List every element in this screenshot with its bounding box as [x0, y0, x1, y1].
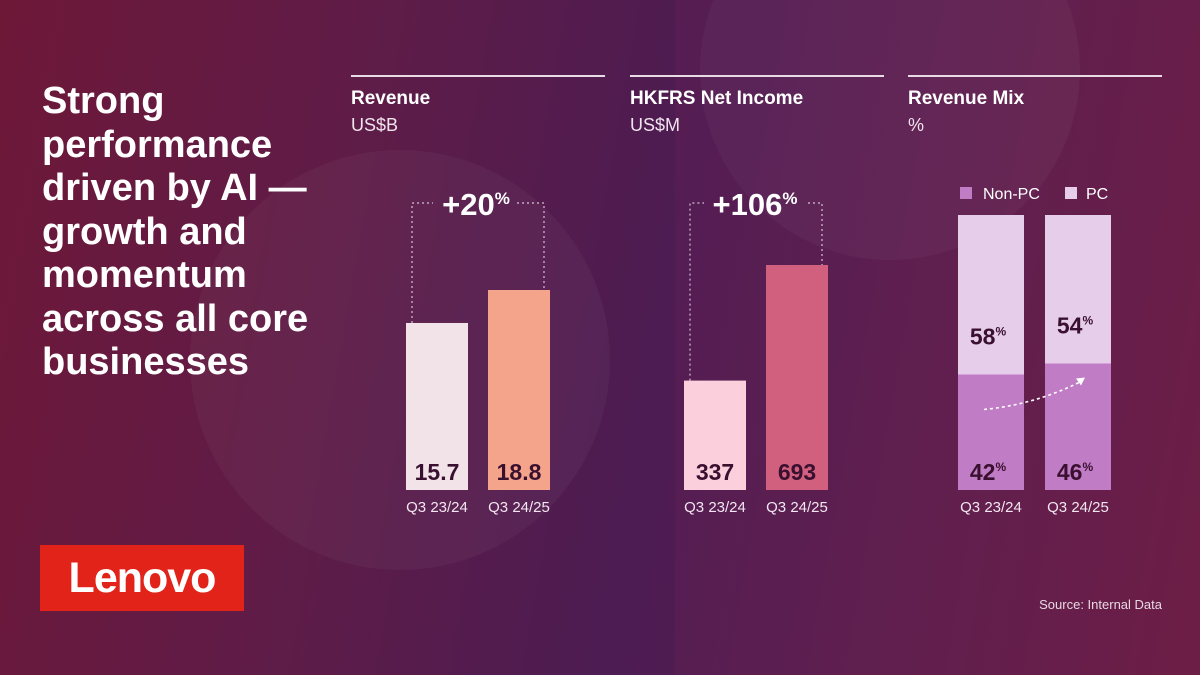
pc-value-label: 58% — [970, 324, 1007, 350]
revenue-plot: 15.7 Q3 23/24 18.8 Q3 24/25 +20% — [406, 187, 550, 516]
bar-segment-pc — [1045, 215, 1111, 364]
source-note: Source: Internal Data — [1039, 597, 1162, 612]
value-label: 337 — [696, 459, 734, 485]
chart-title: Revenue Mix — [908, 88, 1025, 109]
legend-label-non-pc: Non-PC — [983, 186, 1040, 203]
chart-unit: US$M — [630, 115, 681, 135]
chart-unit: % — [908, 115, 925, 135]
growth-unit: % — [495, 189, 510, 208]
bar-segment-non-pc — [958, 374, 1024, 490]
bar — [684, 380, 746, 490]
trend-arrow — [983, 380, 1082, 411]
revenue-chart: Revenue US$B 15.7 Q3 23/24 18.8 Q3 24/25 +20… — [351, 75, 605, 535]
divider — [630, 75, 884, 77]
legend-swatch-pc — [1065, 187, 1077, 199]
bar-segment-pc — [958, 215, 1024, 375]
bar — [766, 265, 828, 490]
value-label: 15.7 — [415, 459, 460, 485]
legend-swatch-non-pc — [960, 187, 972, 199]
lenovo-logo: Lenovo — [40, 545, 244, 611]
category-label: Q3 24/25 — [1047, 499, 1109, 516]
value-label: 18.8 — [497, 459, 542, 485]
pc-value-label: 54% — [1057, 313, 1094, 339]
net-income-plot: 337 Q3 23/24 693 Q3 24/25 +106% — [684, 187, 828, 516]
non-pc-value-label: 42% — [970, 459, 1007, 485]
divider — [351, 75, 605, 77]
divider — [908, 75, 1162, 77]
growth-bracket — [689, 202, 823, 381]
growth-bracket — [411, 202, 545, 323]
net-income-chart: HKFRS Net Income US$M 337 Q3 23/24 693 Q3 2… — [630, 75, 884, 535]
bar — [406, 322, 468, 490]
growth-label: +20% — [442, 187, 510, 222]
chart-title: Revenue — [351, 88, 431, 109]
bar — [488, 290, 550, 490]
revenue-mix-plot: Non-PC PC 58% 42% Q3 23/24 54% 46% Q3 24/25 — [958, 186, 1111, 516]
category-label: Q3 24/25 — [766, 499, 828, 516]
chart-unit: US$B — [351, 115, 399, 135]
non-pc-value-label: 46% — [1057, 459, 1094, 485]
chart-title: HKFRS Net Income — [630, 88, 804, 109]
bar-segment-non-pc — [1045, 363, 1111, 490]
growth-value: +106 — [713, 187, 783, 222]
legend-label-pc: PC — [1086, 186, 1108, 203]
category-label: Q3 23/24 — [684, 499, 746, 516]
growth-value: +20 — [442, 187, 495, 222]
category-label: Q3 23/24 — [406, 499, 468, 516]
value-label: 693 — [778, 459, 816, 485]
growth-unit: % — [782, 189, 797, 208]
category-label: Q3 23/24 — [960, 499, 1022, 516]
revenue-mix-chart: Revenue Mix % Non-PC PC 58% 42% Q3 23/24 54% 4… — [908, 75, 1162, 535]
arrow-head-icon — [1076, 377, 1085, 386]
logo-text: Lenovo — [68, 553, 217, 602]
category-label: Q3 24/25 — [488, 499, 550, 516]
growth-label: +106% — [713, 187, 798, 222]
headline: Strong performance driven by AI — growth… — [42, 80, 309, 383]
